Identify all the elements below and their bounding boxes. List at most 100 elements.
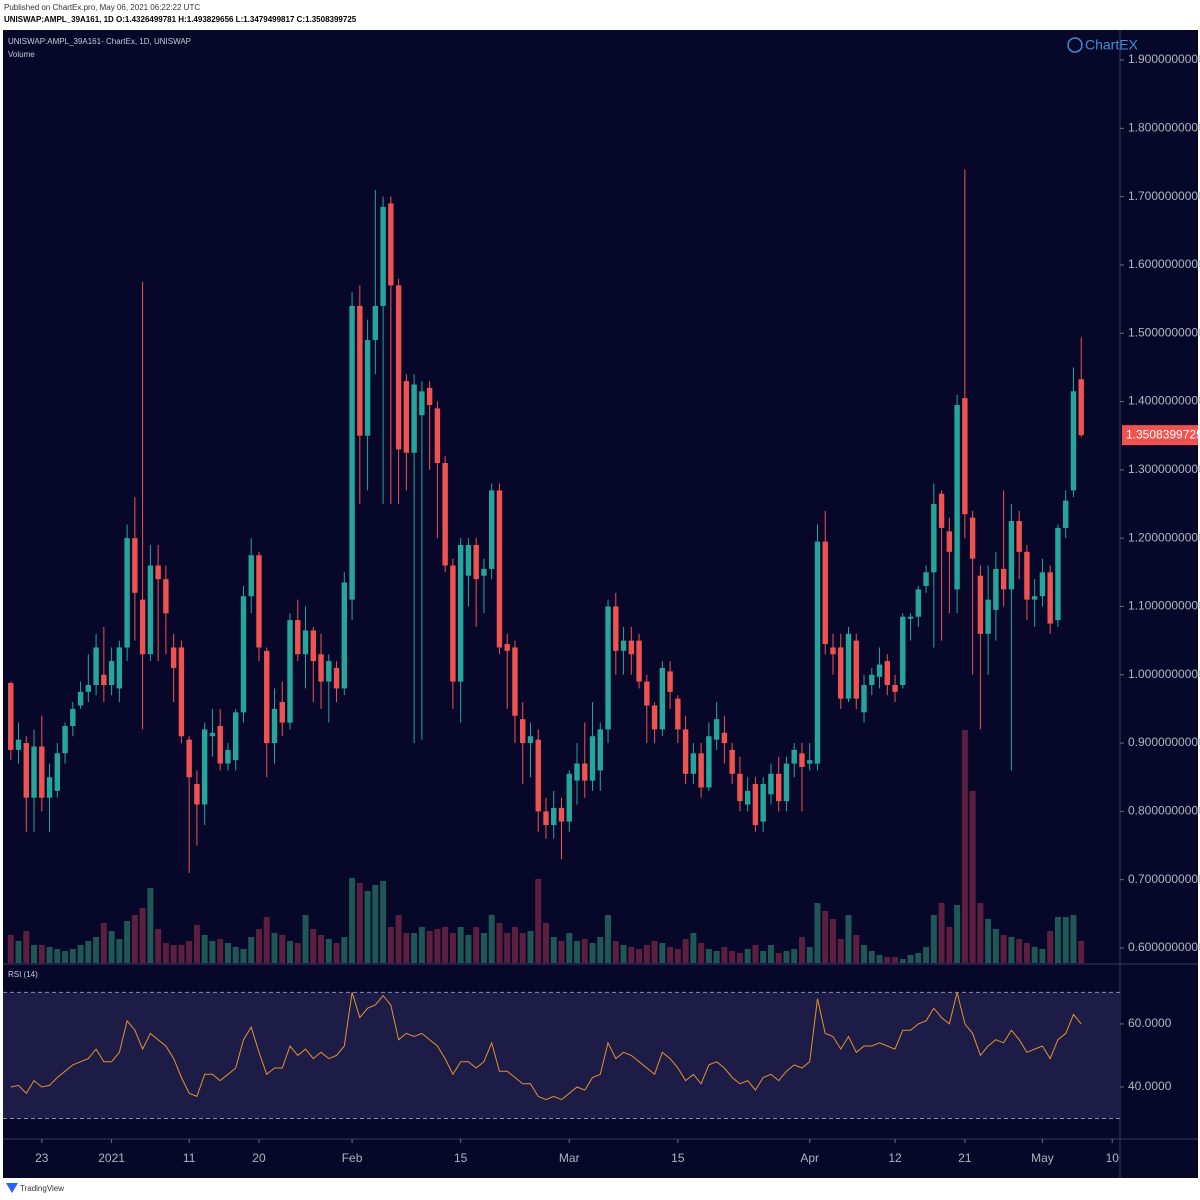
volume-bar	[1054, 917, 1061, 963]
candle-body	[1024, 551, 1030, 600]
volume-label: Volume	[8, 50, 35, 59]
volume-bar	[434, 929, 441, 963]
volume-bar	[729, 951, 736, 963]
y-tick-label: 1.9000000000	[1128, 52, 1200, 66]
candle-body	[1047, 572, 1053, 624]
volume-bar	[806, 947, 813, 963]
volume-bar	[682, 939, 689, 963]
y-tick-label: 1.8000000000	[1128, 121, 1200, 135]
candle-body	[729, 749, 735, 774]
candle-body	[768, 773, 774, 795]
y-tick-label: 1.5000000000	[1128, 325, 1200, 339]
volume-bar	[659, 943, 666, 963]
volume-bar	[923, 947, 930, 963]
volume-bar	[54, 949, 61, 963]
candle-body	[977, 575, 984, 634]
candle-body	[807, 760, 813, 764]
candle-body	[1016, 521, 1022, 552]
candle-body	[737, 773, 743, 802]
candle-body	[1070, 391, 1077, 491]
candle-body	[636, 640, 642, 682]
volume-bar	[356, 883, 363, 963]
candle-body	[667, 671, 673, 692]
volume-bar	[597, 937, 604, 963]
volume-bar	[1078, 941, 1085, 963]
volume-bar	[566, 933, 573, 963]
candle-body	[543, 811, 549, 826]
volume-bar	[69, 949, 76, 963]
volume-bar	[636, 949, 643, 963]
volume-bar	[961, 730, 968, 963]
volume-bar	[302, 915, 309, 963]
candle-body	[450, 565, 456, 682]
candle-body	[613, 606, 619, 651]
volume-bar	[930, 915, 937, 963]
volume-bar	[1000, 935, 1007, 963]
y-tick-label: 0.8000000000	[1128, 804, 1200, 818]
volume-bar	[861, 945, 868, 963]
candle-body	[504, 644, 510, 651]
y-tick-label: 1.4000000000	[1128, 394, 1200, 408]
volume-bar	[705, 949, 712, 963]
candle-body	[876, 664, 883, 677]
volume-bar	[7, 935, 14, 963]
candle-body	[457, 544, 464, 682]
y-tick-label: 1.0000000000	[1128, 667, 1200, 681]
candle-body	[931, 504, 937, 573]
volume-bar	[201, 935, 208, 963]
candle-body	[520, 719, 526, 744]
volume-bar	[667, 947, 674, 963]
volume-bar	[814, 903, 821, 963]
candle-body	[481, 568, 487, 576]
candle-body	[333, 667, 340, 689]
candle-body	[838, 647, 844, 699]
volume-bar	[946, 927, 953, 963]
volume-bar	[341, 937, 348, 963]
volume-bar	[162, 943, 169, 963]
candle-body	[527, 736, 534, 744]
logo-icon	[1067, 37, 1083, 53]
volume-bar	[969, 791, 976, 963]
candle-body	[132, 538, 138, 593]
candle-body	[628, 640, 635, 655]
candle-body	[907, 616, 914, 619]
candle-body	[77, 691, 84, 706]
candle-body	[101, 674, 107, 686]
candle-body	[326, 661, 332, 682]
x-tick-label: 23	[35, 1151, 49, 1165]
volume-bar	[535, 879, 542, 963]
volume-bar	[170, 945, 177, 963]
volume-bar	[876, 955, 883, 963]
volume-bar	[628, 947, 635, 963]
candle-body	[240, 596, 247, 713]
candle-body	[139, 599, 146, 655]
candle-body	[597, 729, 603, 771]
candle-body	[23, 743, 29, 798]
x-tick-label: 11	[183, 1151, 196, 1165]
candle-body	[488, 490, 495, 569]
candle-body	[54, 753, 60, 791]
rsi-band	[3, 992, 1120, 1119]
volume-bar	[504, 933, 511, 963]
volume-bar	[224, 943, 231, 963]
volume-bar	[744, 949, 751, 963]
volume-bar	[581, 939, 588, 963]
volume-bar	[574, 941, 581, 963]
header-ohlc: UNISWAP:AMPL_39A161, 1D O:1.4326499781 H…	[4, 15, 357, 24]
candle-body	[217, 725, 223, 764]
volume-bar	[674, 949, 681, 963]
volume-bar	[77, 945, 84, 963]
candle-body	[558, 807, 565, 822]
candle-body	[473, 544, 479, 580]
x-tick-label: 20	[252, 1151, 266, 1165]
candle-body	[721, 732, 728, 744]
candle-body	[512, 647, 518, 716]
volume-bar	[85, 941, 92, 963]
volume-bar	[155, 929, 162, 963]
x-tick-label: 10	[1106, 1151, 1120, 1165]
volume-bar	[147, 888, 154, 963]
footer: TradingView	[20, 1184, 64, 1193]
candle-body	[256, 555, 262, 648]
y-tick-label: 1.2000000000	[1128, 530, 1200, 544]
